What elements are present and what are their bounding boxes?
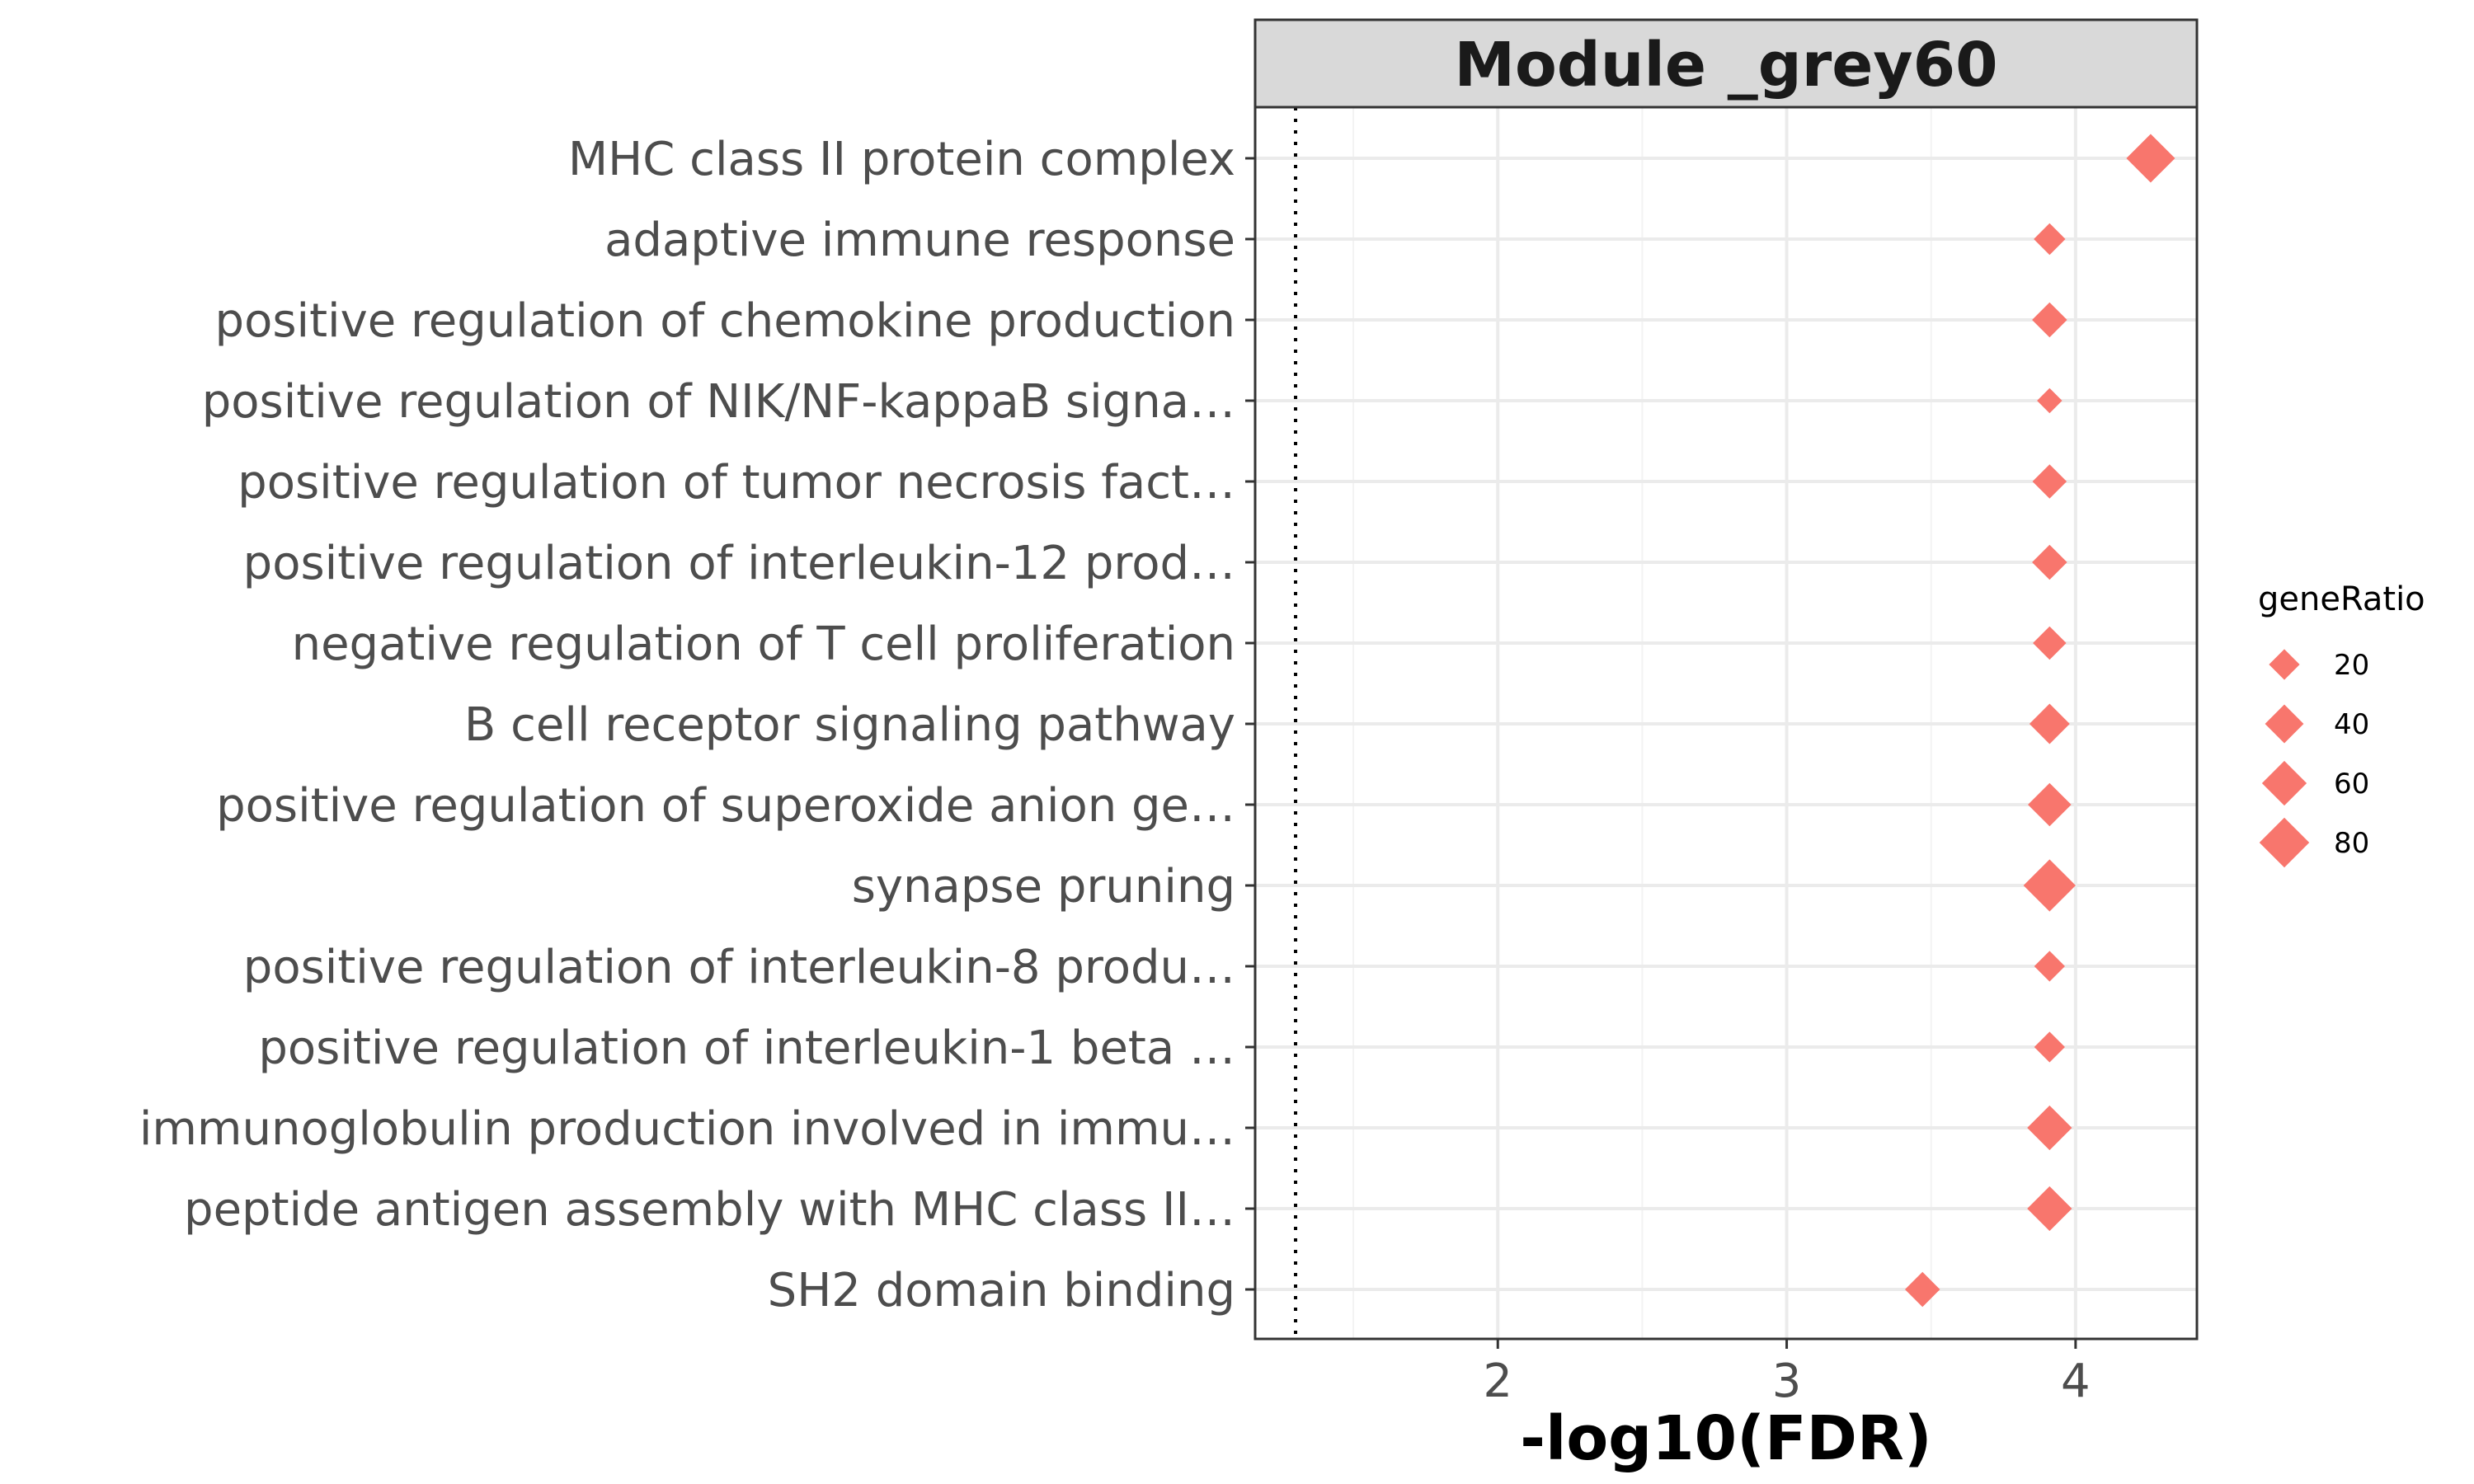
legend: 20 40 60 80 [2259, 649, 2369, 868]
x-axis: 2 3 4 [1483, 1339, 2091, 1408]
y-tick-label: positive regulation of interleukin-1 bet… [258, 1021, 1235, 1075]
legend-title: geneRatio [2258, 580, 2425, 618]
legend-key [2261, 760, 2307, 806]
data-point [2029, 703, 2070, 744]
x-tick-label: 4 [2061, 1355, 2091, 1408]
data-point [2027, 1186, 2072, 1232]
y-tick-label: MHC class II protein complex [568, 133, 1235, 186]
x-tick-label: 3 [1772, 1355, 1802, 1408]
y-tick-label: synapse pruning [852, 860, 1235, 913]
data-point [2032, 464, 2067, 499]
data-point [2034, 223, 2066, 256]
major-grid [1255, 107, 2197, 1339]
y-tick-label: SH2 domain binding [768, 1264, 1235, 1317]
x-tick-label: 2 [1483, 1355, 1512, 1408]
y-tick-label: negative regulation of T cell proliferat… [292, 618, 1235, 671]
data-point [2033, 626, 2067, 660]
x-axis-title: -log10(FDR) [1520, 1403, 1931, 1474]
strip-title: Module _grey60 [1454, 30, 1997, 101]
data-point [2027, 1105, 2072, 1151]
legend-label: 80 [2334, 827, 2369, 860]
legend-key [2265, 704, 2304, 744]
y-tick-label: B cell receptor signaling pathway [464, 698, 1235, 752]
data-point [2032, 544, 2067, 580]
y-tick-label: peptide antigen assembly with MHC class … [184, 1183, 1235, 1237]
y-axis: MHC class II protein complex adaptive imm… [139, 133, 1255, 1317]
legend-key [2259, 817, 2310, 868]
y-tick-label: positive regulation of interleukin-12 pr… [243, 537, 1235, 590]
data-point [2126, 134, 2175, 183]
data-point [2034, 1031, 2065, 1063]
legend-label: 20 [2334, 649, 2369, 682]
y-tick-label: adaptive immune response [604, 214, 1235, 267]
legend-label: 60 [2334, 768, 2369, 801]
data-point [2034, 951, 2065, 982]
y-tick-label: positive regulation of superoxide anion … [216, 779, 1235, 833]
data-point [2032, 302, 2067, 338]
data-points [1904, 134, 2175, 1308]
y-tick-label: positive regulation of interleukin-8 pro… [243, 941, 1235, 994]
data-point [1904, 1271, 1940, 1308]
y-tick-label: immunoglobulin production involved in im… [139, 1102, 1235, 1156]
y-tick-label: positive regulation of tumor necrosis fa… [238, 456, 1235, 510]
data-point [2023, 859, 2077, 912]
legend-key [2269, 649, 2300, 680]
y-tick-label: positive regulation of chemokine product… [215, 294, 1235, 348]
strip-background [1253, 18, 2199, 109]
y-tick-label: positive regulation of NIK/NF-kappaB sig… [202, 375, 1235, 429]
legend-label: 40 [2334, 708, 2369, 741]
data-point [2037, 387, 2062, 414]
data-point [2028, 782, 2072, 827]
